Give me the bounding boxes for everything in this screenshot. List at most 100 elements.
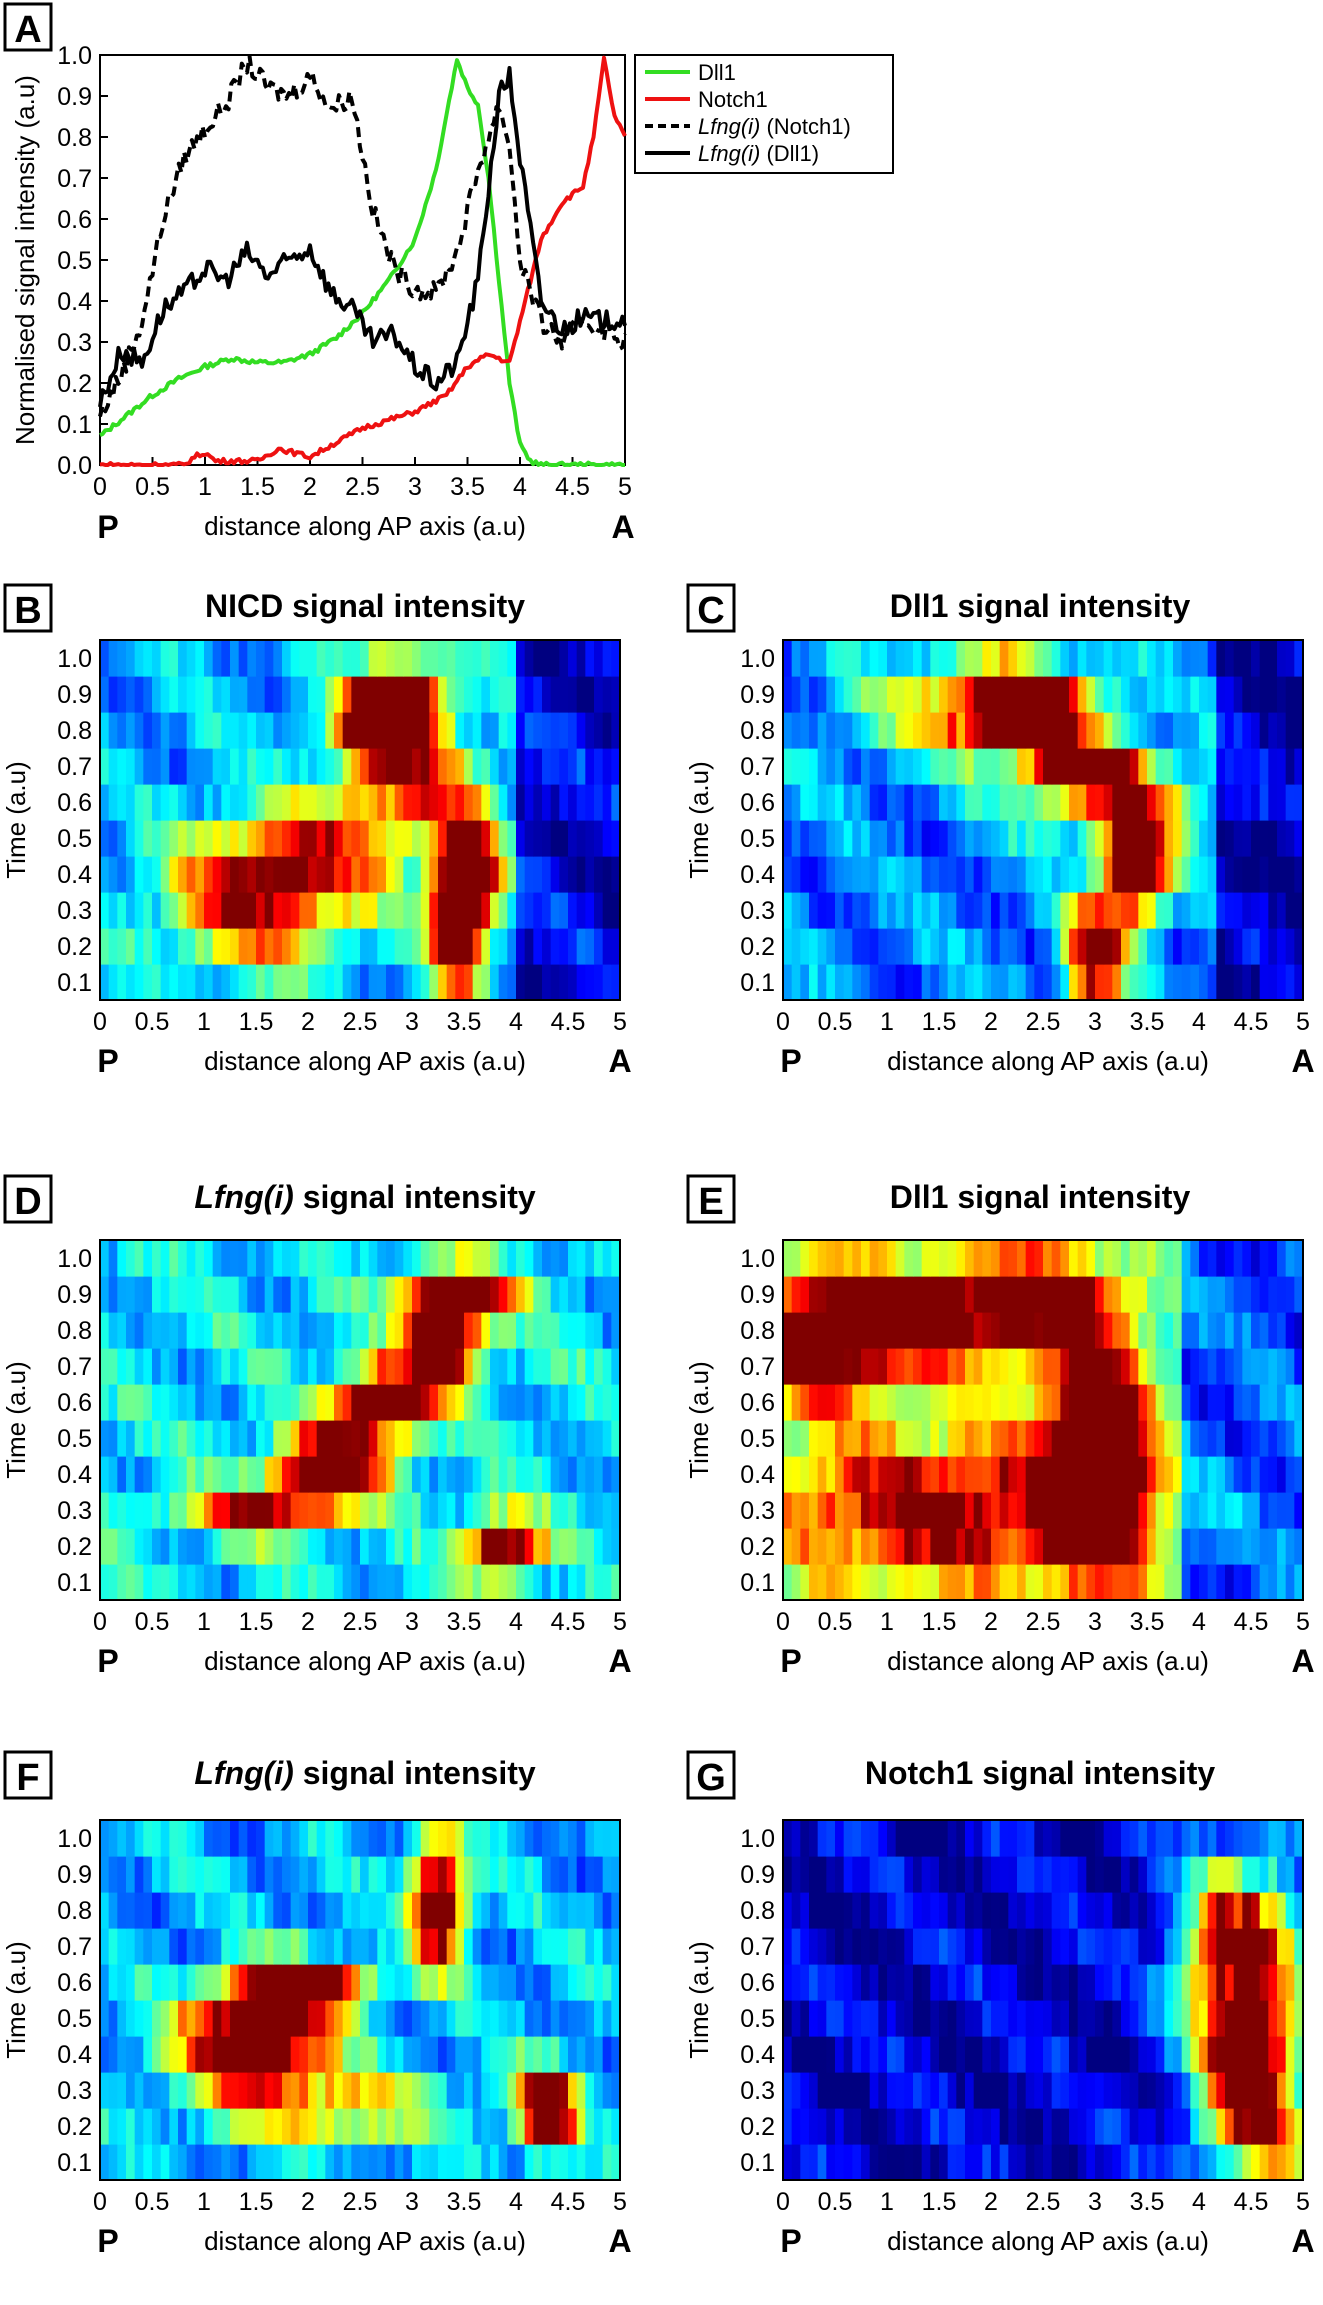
heatmap-cell: [342, 1420, 352, 1457]
heatmap-cell: [1043, 2072, 1053, 2109]
heatmap-cell: [221, 1928, 231, 1965]
heatmap-cell: [1008, 2000, 1018, 2037]
heatmap-cell: [576, 748, 586, 785]
heatmap-cell: [1129, 928, 1139, 965]
heatmap-cell: [464, 1348, 474, 1385]
heatmap-cell: [420, 2072, 430, 2109]
heatmap-cell: [256, 2072, 266, 2109]
heatmap-cell: [1095, 2108, 1105, 2145]
heatmap-cell: [386, 1928, 396, 1965]
heatmap-cell: [1216, 820, 1226, 857]
heatmap-cell: [956, 784, 966, 821]
panel-g-xtick-label: 0: [776, 2188, 790, 2216]
heatmap-cell: [108, 748, 118, 785]
heatmap-cell: [308, 1528, 318, 1565]
heatmap-cell: [1181, 1892, 1191, 1929]
heatmap-cell: [247, 964, 257, 1001]
heatmap-cell: [412, 784, 422, 821]
heatmap-cell: [412, 2000, 422, 2037]
heatmap-cell: [1103, 2144, 1113, 2181]
heatmap-cell: [965, 676, 975, 713]
heatmap-cell: [247, 1492, 257, 1529]
heatmap-cell: [947, 2036, 957, 2073]
heatmap-cell: [117, 1348, 127, 1385]
heatmap-cell: [843, 748, 853, 785]
heatmap-cell: [351, 2000, 361, 2037]
heatmap-cell: [533, 1456, 543, 1493]
heatmap-cell: [256, 1456, 266, 1493]
heatmap-cell: [956, 1928, 966, 1965]
heatmap-cell: [412, 892, 422, 929]
heatmap-cell: [852, 820, 862, 857]
panel-a-ytick-label: 0.6: [57, 206, 92, 234]
heatmap-cell: [991, 2144, 1001, 2181]
heatmap-cell: [524, 784, 534, 821]
heatmap-cell: [1190, 712, 1200, 749]
heatmap-cell: [533, 2072, 543, 2109]
heatmap-cell: [550, 1928, 560, 1965]
heatmap-cell: [334, 1492, 344, 1529]
heatmap-cell: [429, 1420, 439, 1457]
heatmap-cell: [1069, 1928, 1079, 1965]
heatmap-cell: [230, 1276, 240, 1313]
heatmap-cell: [1259, 892, 1269, 929]
heatmap-cell: [386, 1240, 396, 1277]
heatmap-cell: [1207, 1820, 1217, 1857]
heatmap-cell: [1207, 856, 1217, 893]
heatmap-cell: [342, 1820, 352, 1857]
panel-a-ytick-label: 0.3: [57, 329, 92, 357]
heatmap-cell: [973, 2036, 983, 2073]
heatmap-cell: [178, 892, 188, 929]
panel-a-xtick-label: 2.5: [345, 473, 380, 501]
panel-c-ytick-label: 0.2: [740, 933, 775, 961]
heatmap-cell: [368, 676, 378, 713]
heatmap-cell: [498, 640, 508, 677]
heatmap-cell: [230, 1384, 240, 1421]
heatmap-cell: [1043, 1528, 1053, 1565]
heatmap-cell: [1034, 748, 1044, 785]
panel-a-p-label: P: [97, 509, 118, 545]
heatmap-cell: [230, 1820, 240, 1857]
heatmap-cell: [412, 1420, 422, 1457]
heatmap-cell: [169, 1964, 179, 2001]
heatmap-cell: [1043, 1456, 1053, 1493]
heatmap-cell: [316, 1928, 326, 1965]
heatmap-cell: [299, 2036, 309, 2073]
heatmap-cell: [1164, 1420, 1174, 1457]
heatmap-cell: [256, 712, 266, 749]
heatmap-cell: [1051, 1348, 1061, 1385]
heatmap-cell: [1259, 784, 1269, 821]
heatmap-cell: [869, 1456, 879, 1493]
heatmap-cell: [299, 964, 309, 1001]
heatmap-cell: [1207, 1312, 1217, 1349]
heatmap-cell: [212, 856, 222, 893]
heatmap-cell: [1112, 928, 1122, 965]
heatmap-cell: [1077, 1964, 1087, 2001]
heatmap-cell: [550, 856, 560, 893]
heatmap-cell: [212, 1820, 222, 1857]
heatmap-cell: [368, 1856, 378, 1893]
heatmap-cell: [887, 892, 897, 929]
heatmap-cell: [930, 784, 940, 821]
heatmap-cell: [991, 1240, 1001, 1277]
heatmap-cell: [1129, 820, 1139, 857]
heatmap-cell: [913, 1276, 923, 1313]
heatmap-cell: [412, 1856, 422, 1893]
heatmap-cell: [256, 676, 266, 713]
heatmap-cell: [325, 1492, 335, 1529]
panel-c-heatmap: C Dll1 signal intensity0.10.20.30.40.50.6…: [684, 583, 1315, 1079]
heatmap-cell: [843, 964, 853, 1001]
panel-f-heatmap: F Lfng(i) signal intensity0.10.20.30.40.5…: [1, 1750, 632, 2259]
heatmap-cell: [290, 928, 300, 965]
heatmap-cell: [1259, 1892, 1269, 1929]
heatmap-cell: [1190, 2072, 1200, 2109]
heatmap-cell: [533, 1964, 543, 2001]
heatmap-cell: [1051, 676, 1061, 713]
heatmap-cell: [1025, 1892, 1035, 1929]
heatmap-cell: [542, 676, 552, 713]
heatmap-cell: [800, 1928, 810, 1965]
panel-e-p-label: P: [780, 1643, 801, 1679]
heatmap-cell: [238, 1856, 248, 1893]
heatmap-cell: [273, 712, 283, 749]
heatmap-cell: [594, 2000, 604, 2037]
